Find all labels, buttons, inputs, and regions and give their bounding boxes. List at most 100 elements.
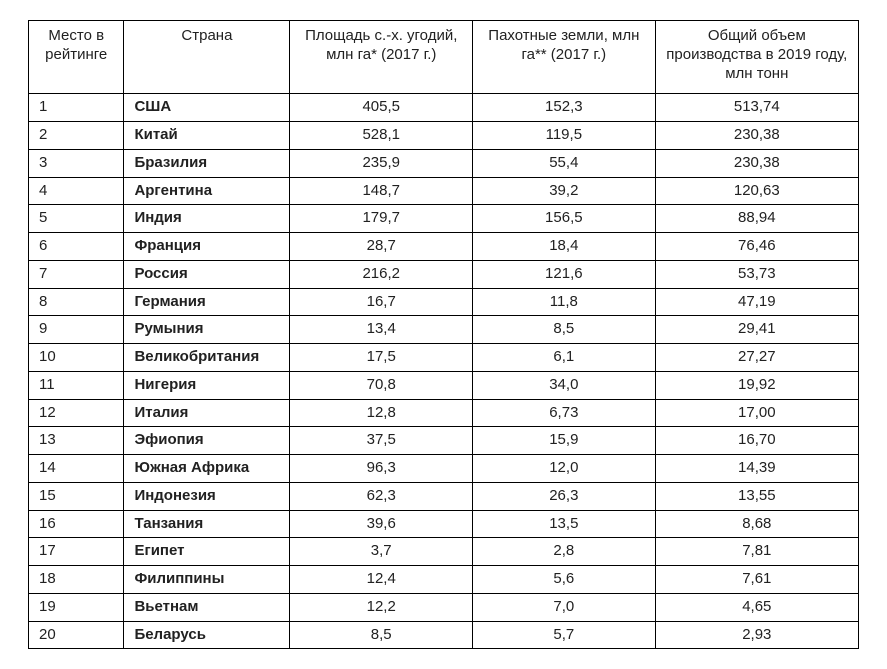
cell-country: Эфиопия (124, 427, 290, 455)
cell-country: Россия (124, 260, 290, 288)
cell-arable-land: 5,7 (473, 621, 656, 649)
cell-agr-land: 528,1 (290, 122, 473, 150)
cell-arable-land: 11,8 (473, 288, 656, 316)
table-row: 6Франция28,718,476,46 (29, 233, 859, 261)
cell-arable-land: 34,0 (473, 371, 656, 399)
cell-rank: 14 (29, 455, 124, 483)
cell-rank: 16 (29, 510, 124, 538)
cell-country: Великобритания (124, 344, 290, 372)
cell-agr-land: 28,7 (290, 233, 473, 261)
cell-arable-land: 26,3 (473, 482, 656, 510)
cell-agr-land: 12,4 (290, 566, 473, 594)
cell-production: 29,41 (655, 316, 858, 344)
table-row: 19Вьетнам12,27,04,65 (29, 593, 859, 621)
cell-country: Румыния (124, 316, 290, 344)
cell-country: Филиппины (124, 566, 290, 594)
cell-production: 230,38 (655, 149, 858, 177)
table-row: 11Нигерия70,834,019,92 (29, 371, 859, 399)
cell-rank: 15 (29, 482, 124, 510)
cell-arable-land: 119,5 (473, 122, 656, 150)
cell-country: Германия (124, 288, 290, 316)
cell-agr-land: 96,3 (290, 455, 473, 483)
agriculture-ranking-table: Место в рейтинге Страна Площадь с.-х. уг… (28, 20, 859, 649)
cell-rank: 7 (29, 260, 124, 288)
cell-production: 17,00 (655, 399, 858, 427)
cell-country: Индонезия (124, 482, 290, 510)
cell-rank: 9 (29, 316, 124, 344)
cell-arable-land: 7,0 (473, 593, 656, 621)
cell-agr-land: 13,4 (290, 316, 473, 344)
cell-production: 120,63 (655, 177, 858, 205)
table-row: 8Германия16,711,847,19 (29, 288, 859, 316)
cell-arable-land: 2,8 (473, 538, 656, 566)
cell-country: Вьетнам (124, 593, 290, 621)
table-row: 20Беларусь8,55,72,93 (29, 621, 859, 649)
table-row: 9Румыния13,48,529,41 (29, 316, 859, 344)
cell-agr-land: 235,9 (290, 149, 473, 177)
table-row: 10Великобритания17,56,127,27 (29, 344, 859, 372)
cell-agr-land: 8,5 (290, 621, 473, 649)
table-row: 7Россия216,2121,653,73 (29, 260, 859, 288)
cell-agr-land: 70,8 (290, 371, 473, 399)
cell-rank: 4 (29, 177, 124, 205)
cell-rank: 5 (29, 205, 124, 233)
cell-agr-land: 17,5 (290, 344, 473, 372)
col-header-agr-land: Площадь с.-х. угодий, млн га* (2017 г.) (290, 21, 473, 94)
table-row: 4Аргентина148,739,2120,63 (29, 177, 859, 205)
cell-arable-land: 18,4 (473, 233, 656, 261)
table-row: 15Индонезия62,326,313,55 (29, 482, 859, 510)
cell-agr-land: 37,5 (290, 427, 473, 455)
cell-rank: 19 (29, 593, 124, 621)
cell-arable-land: 39,2 (473, 177, 656, 205)
cell-arable-land: 6,73 (473, 399, 656, 427)
table-header: Место в рейтинге Страна Площадь с.-х. уг… (29, 21, 859, 94)
cell-agr-land: 3,7 (290, 538, 473, 566)
cell-rank: 1 (29, 94, 124, 122)
cell-rank: 12 (29, 399, 124, 427)
cell-production: 19,92 (655, 371, 858, 399)
cell-production: 513,74 (655, 94, 858, 122)
cell-arable-land: 121,6 (473, 260, 656, 288)
col-header-country: Страна (124, 21, 290, 94)
table-row: 16Танзания39,613,58,68 (29, 510, 859, 538)
cell-arable-land: 152,3 (473, 94, 656, 122)
col-header-production: Общий объем производства в 2019 году, мл… (655, 21, 858, 94)
table-row: 18Филиппины12,45,67,61 (29, 566, 859, 594)
cell-production: 47,19 (655, 288, 858, 316)
cell-rank: 18 (29, 566, 124, 594)
table-row: 13Эфиопия37,515,916,70 (29, 427, 859, 455)
cell-production: 7,81 (655, 538, 858, 566)
cell-production: 27,27 (655, 344, 858, 372)
cell-country: Египет (124, 538, 290, 566)
cell-production: 7,61 (655, 566, 858, 594)
cell-production: 2,93 (655, 621, 858, 649)
cell-country: Аргентина (124, 177, 290, 205)
cell-agr-land: 216,2 (290, 260, 473, 288)
col-header-arable: Пахотные земли, млн га** (2017 г.) (473, 21, 656, 94)
cell-production: 230,38 (655, 122, 858, 150)
cell-rank: 17 (29, 538, 124, 566)
cell-country: Бразилия (124, 149, 290, 177)
cell-rank: 13 (29, 427, 124, 455)
cell-rank: 11 (29, 371, 124, 399)
cell-rank: 20 (29, 621, 124, 649)
table-row: 14Южная Африка96,312,014,39 (29, 455, 859, 483)
cell-agr-land: 12,8 (290, 399, 473, 427)
cell-country: Франция (124, 233, 290, 261)
table-body: 1США405,5152,3513,742Китай528,1119,5230,… (29, 94, 859, 649)
cell-agr-land: 39,6 (290, 510, 473, 538)
cell-rank: 3 (29, 149, 124, 177)
cell-country: Танзания (124, 510, 290, 538)
cell-country: Италия (124, 399, 290, 427)
cell-agr-land: 405,5 (290, 94, 473, 122)
cell-production: 13,55 (655, 482, 858, 510)
cell-production: 4,65 (655, 593, 858, 621)
cell-production: 16,70 (655, 427, 858, 455)
table-row: 1США405,5152,3513,74 (29, 94, 859, 122)
table-row: 5Индия179,7156,588,94 (29, 205, 859, 233)
col-header-rank: Место в рейтинге (29, 21, 124, 94)
table-row: 12Италия12,86,7317,00 (29, 399, 859, 427)
cell-rank: 6 (29, 233, 124, 261)
cell-rank: 2 (29, 122, 124, 150)
cell-arable-land: 8,5 (473, 316, 656, 344)
